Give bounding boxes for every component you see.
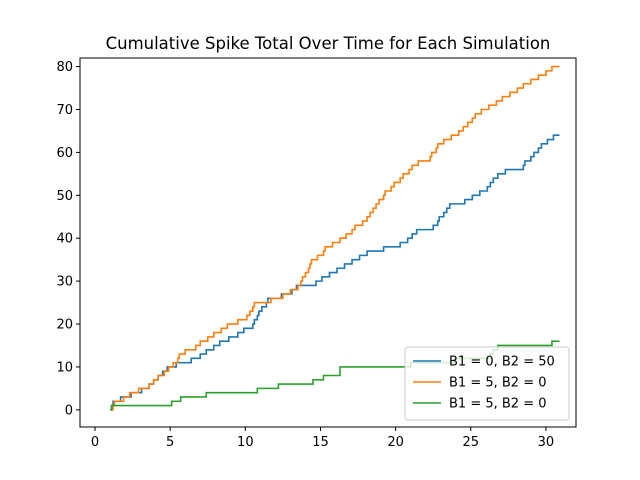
x-tick-label: 10 [237, 435, 254, 450]
x-tick-label: 0 [91, 435, 99, 450]
x-tick-label: 30 [538, 435, 555, 450]
legend-label-2: B1 = 5, B2 = 0 [449, 376, 547, 391]
chart-title: Cumulative Spike Total Over Time for Eac… [106, 34, 551, 53]
x-tick-label: 20 [387, 435, 404, 450]
legend-label-1: B1 = 0, B2 = 50 [449, 355, 555, 370]
y-tick-label: 70 [56, 103, 73, 118]
x-tick-label: 15 [312, 435, 329, 450]
y-tick-label: 40 [56, 232, 73, 247]
series-line-1 [110, 134, 560, 411]
series-line-2 [110, 65, 560, 411]
y-tick-label: 10 [56, 360, 73, 375]
y-tick-label: 80 [56, 60, 73, 75]
x-tick-label: 25 [463, 435, 480, 450]
legend-label-3: B1 = 5, B2 = 0 [449, 397, 547, 412]
plot-frame [79, 57, 577, 428]
x-tick-label: 5 [166, 435, 174, 450]
y-tick-label: 30 [56, 275, 73, 290]
legend-box [404, 346, 570, 421]
y-tick-label: 20 [56, 318, 73, 333]
y-tick-label: 60 [56, 146, 73, 161]
y-tick-label: 0 [65, 403, 73, 418]
y-tick-label: 50 [56, 189, 73, 204]
legend: B1 = 0, B2 = 50 B1 = 5, B2 = 0 B1 = 5, B2 … [404, 346, 570, 421]
axes-layer: 0 5 10 15 20 25 30 0 10 20 30 40 50 60 70 80 [56, 57, 577, 450]
